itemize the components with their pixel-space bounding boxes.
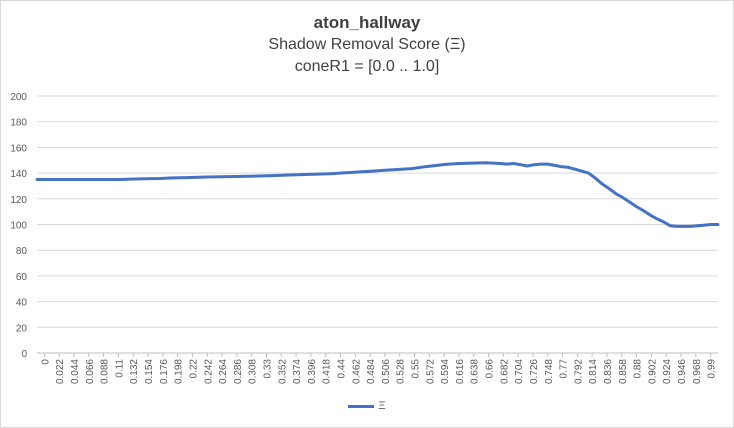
x-tick-label: 0.286 [233,359,244,384]
y-tick-label: 100 [10,221,27,232]
chart-subtitle-range: coneR1 = [0.0 .. 1.0] [294,58,440,75]
x-tick-label: 0.88 [633,359,644,379]
x-tick-label: 0.682 [499,359,510,384]
x-tick-label: 0.154 [144,359,155,384]
legend-swatch [348,404,375,408]
x-tick-label: 0.22 [188,359,199,379]
x-tick-label: 0.066 [85,359,96,384]
x-tick-label: 0.858 [618,359,629,384]
x-tick-label: 0.088 [100,359,111,384]
x-tick-label: 0.924 [662,359,673,384]
x-tick-label: 0.44 [336,359,347,379]
chart-subtitle: Shadow Removal Score (Ξ) [268,36,466,53]
x-tick-label: 0.33 [262,359,273,379]
x-tick-label: 0.176 [159,359,170,384]
x-tick-label: 0.506 [381,359,392,384]
x-tick-label: 0.11 [114,359,125,378]
x-tick-label: 0.374 [292,359,303,384]
y-tick-label: 40 [16,298,28,309]
x-tick-label: 0.396 [307,359,318,384]
x-tick-label: 0.616 [455,359,466,384]
x-tick-label: 0.022 [55,359,66,384]
y-tick-label: 60 [16,272,28,283]
x-tick-label: 0.044 [70,359,81,384]
x-tick-label: 0.594 [440,359,451,384]
x-tick-label: 0.308 [248,359,259,384]
x-tick-label: 0.198 [174,359,185,384]
x-tick-label: 0.77 [559,359,570,379]
x-tick-label: 0.638 [470,359,481,384]
y-tick-label: 80 [16,246,28,257]
x-tick-label: 0.242 [203,359,214,384]
x-tick-label: 0 [40,359,51,365]
legend-label: Ξ [378,400,386,412]
y-tick-label: 140 [10,169,27,180]
series-line-xi [35,161,720,228]
y-tick-label: 180 [10,118,27,129]
x-tick-label: 0.264 [218,359,229,384]
x-tick-label: 0.572 [425,359,436,384]
x-tick-label: 0.946 [677,359,688,384]
x-tick-label: 0.418 [322,359,333,384]
x-tick-label: 0.968 [692,359,703,384]
chart-title-block: aton_hallway Shadow Removal Score (Ξ) co… [0,12,734,78]
y-tick-label: 200 [10,92,27,103]
x-tick-label: 0.748 [544,359,555,384]
y-tick-label: 0 [21,349,27,360]
chart-title: aton_hallway [313,13,421,32]
y-tick-label: 20 [16,323,28,334]
x-tick-label: 0.352 [277,359,288,384]
x-tick-label: 0.484 [366,359,377,384]
x-tick-label: 0.55 [411,359,422,379]
x-tick-label: 0.902 [647,359,658,384]
x-tick-label: 0.99 [707,359,718,379]
y-tick-label: 160 [10,143,27,154]
x-tick-label: 0.66 [485,359,496,379]
x-tick-label: 0.836 [603,359,614,384]
legend: Ξ [0,400,734,412]
x-tick-label: 0.814 [588,359,599,384]
x-tick-label: 0.462 [351,359,362,384]
x-tick-label: 0.792 [573,359,584,384]
x-tick-label: 0.132 [129,359,140,384]
y-tick-label: 120 [10,195,27,206]
x-tick-label: 0.726 [529,359,540,384]
x-tick-label: 0.704 [514,359,525,384]
x-tick-label: 0.528 [396,359,407,384]
